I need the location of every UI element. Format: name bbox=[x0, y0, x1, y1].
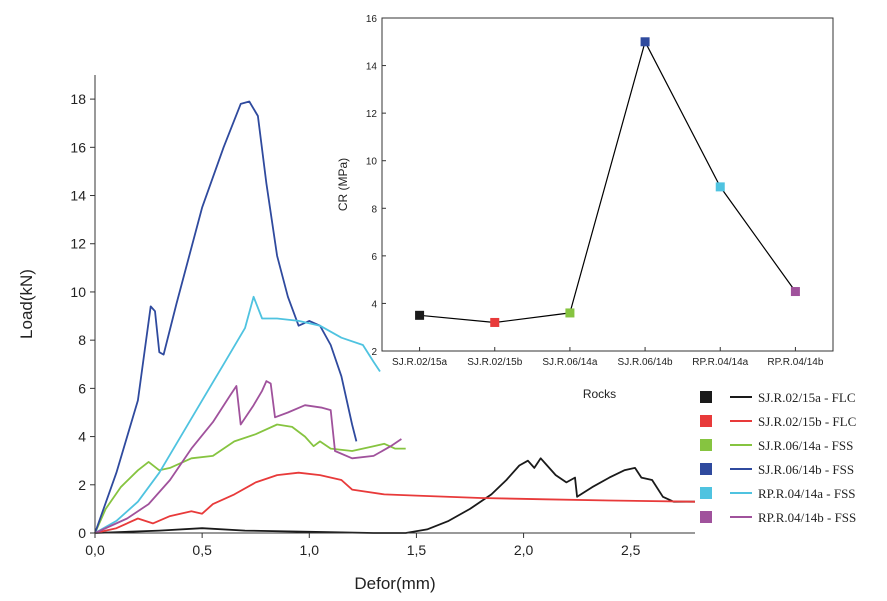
inset-x-tick-label: RP.R.04/14b bbox=[767, 357, 823, 368]
main-axes: 0,0 0,5 1,0 1,5 2,0 2,5 0 2 4 6 8 10 12 14 16 18 bbox=[70, 75, 695, 558]
inset-y-axis-label: CR (MPa) bbox=[336, 158, 350, 211]
inset-marker-1 bbox=[415, 310, 425, 320]
inset-y-tick-label: 2 bbox=[371, 347, 377, 358]
main-y-tick-label: 10 bbox=[70, 284, 86, 300]
main-series-group bbox=[94, 100, 696, 534]
inset-y-tick-label: 12 bbox=[366, 109, 378, 120]
legend-swatch-4 bbox=[700, 463, 712, 475]
inset-marker-4 bbox=[640, 37, 650, 47]
inset-x-axis-label: Rocks bbox=[583, 387, 616, 401]
inset-marker-3 bbox=[565, 308, 575, 318]
main-y-tick-label: 16 bbox=[70, 139, 86, 155]
inset-frame bbox=[381, 17, 834, 352]
inset-series-group bbox=[415, 37, 800, 327]
inset-series-line bbox=[419, 40, 796, 324]
legend-swatch-6 bbox=[700, 511, 712, 523]
series-line-6 bbox=[94, 380, 402, 534]
inset-x-tick-label: SJ.R.06/14a bbox=[542, 357, 597, 368]
cr-by-rock-inset-chart: 2 4 6 8 10 12 14 16 SJ.R.02/15a SJ.R.02/15b SJ.R.0… bbox=[336, 14, 834, 401]
legend-swatch-2 bbox=[700, 415, 712, 427]
legend-label-3: SJ.R.06/14a - FSS bbox=[758, 438, 853, 453]
main-x-tick-label: 0,0 bbox=[85, 542, 105, 558]
inset-y-tick-label: 14 bbox=[366, 62, 378, 73]
inset-y-tick-label: 6 bbox=[371, 252, 377, 263]
main-y-tick-label: 18 bbox=[70, 91, 86, 107]
inset-y-tick-label: 4 bbox=[371, 299, 377, 310]
inset-marker-6 bbox=[790, 287, 800, 297]
main-y-tick-label: 6 bbox=[78, 380, 86, 396]
series-line-3 bbox=[94, 423, 406, 534]
main-x-tick-label: 0,5 bbox=[192, 542, 212, 558]
inset-x-tick-label: RP.R.04/14a bbox=[692, 357, 748, 368]
inset-y-tick-label: 16 bbox=[366, 14, 378, 25]
main-x-tick-label: 1,5 bbox=[407, 542, 427, 558]
legend-label-5: RP.R.04/14a - FSS bbox=[758, 486, 856, 501]
main-y-tick-label: 0 bbox=[78, 525, 86, 541]
legend-label-4: SJ.R.06/14b - FSS bbox=[758, 462, 854, 477]
inset-x-tick-label: SJ.R.02/15a bbox=[392, 357, 447, 368]
inset-x-tick-label: SJ.R.06/14b bbox=[618, 357, 673, 368]
main-y-tick-label: 14 bbox=[70, 188, 86, 204]
main-x-tick-label: 2,5 bbox=[621, 542, 641, 558]
legend-swatch-5 bbox=[700, 487, 712, 499]
main-x-axis-label: Defor(mm) bbox=[354, 574, 435, 593]
main-y-tick-label: 8 bbox=[78, 332, 86, 348]
inset-y-tick-label: 10 bbox=[366, 157, 378, 168]
legend-swatch-3 bbox=[700, 439, 712, 451]
legend-swatch-1 bbox=[700, 391, 712, 403]
legend-label-1: SJ.R.02/15a - FLC bbox=[758, 390, 856, 405]
main-y-tick-label: 12 bbox=[70, 236, 86, 252]
inset-marker-2 bbox=[490, 317, 500, 327]
legend-label-6: RP.R.04/14b - FSS bbox=[758, 510, 856, 525]
series-line-5 bbox=[94, 295, 381, 534]
main-x-tick-label: 2,0 bbox=[514, 542, 534, 558]
inset-y-tick-label: 8 bbox=[371, 204, 377, 215]
legend-label-2: SJ.R.02/15b - FLC bbox=[758, 414, 856, 429]
inset-x-tick-label: SJ.R.02/15b bbox=[467, 357, 522, 368]
main-x-tick-label: 1,0 bbox=[300, 542, 320, 558]
load-deformation-chart: 0,0 0,5 1,0 1,5 2,0 2,5 0 2 4 6 8 10 12 14 16 18 Defor(… bbox=[17, 75, 696, 593]
series-line-2 bbox=[94, 471, 696, 534]
main-y-tick-label: 4 bbox=[78, 429, 86, 445]
series-line-4 bbox=[94, 100, 358, 534]
main-y-axis-label: Load(kN) bbox=[17, 269, 36, 339]
chart-legend: SJ.R.02/15a - FLC SJ.R.02/15b - FLC SJ.R.0… bbox=[700, 390, 856, 525]
main-y-tick-label: 2 bbox=[78, 477, 86, 493]
inset-axes: 2 4 6 8 10 12 14 16 SJ.R.02/15a SJ.R.02/15b SJ.R.0… bbox=[366, 14, 834, 368]
inset-marker-5 bbox=[715, 182, 725, 192]
